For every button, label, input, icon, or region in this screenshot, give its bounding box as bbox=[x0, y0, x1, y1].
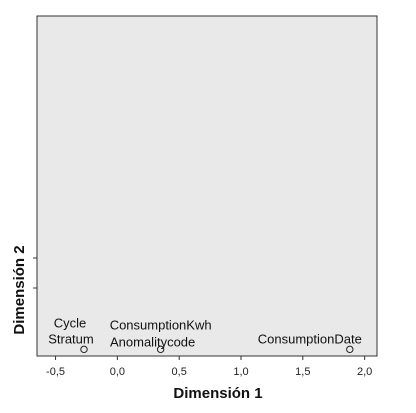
x-axis-ticks: -0,5 0,0 0,5 1,0 1,5 2,0 bbox=[46, 356, 372, 378]
x-tick-label: 0,0 bbox=[110, 366, 125, 378]
y-axis-title: Dimensión 2 bbox=[11, 245, 28, 334]
data-point bbox=[156, 345, 165, 354]
plot-area bbox=[36, 15, 378, 357]
x-tick-label: 1,0 bbox=[233, 366, 248, 378]
point-label: Stratum bbox=[48, 331, 94, 346]
point-label: ConsumptionKwh bbox=[110, 317, 212, 332]
x-tick-label: 2,0 bbox=[357, 366, 372, 378]
point-label: ConsumptionDate bbox=[258, 331, 362, 346]
data-points bbox=[80, 345, 354, 354]
point-label: Anomalitycode bbox=[110, 334, 195, 349]
data-point bbox=[346, 345, 354, 354]
x-tick-label: 0,5 bbox=[172, 366, 187, 378]
x-tick-label: -0,5 bbox=[46, 366, 65, 378]
x-tick-label: 1,5 bbox=[295, 366, 310, 378]
point-label: Cycle bbox=[54, 315, 87, 330]
data-point bbox=[80, 345, 88, 354]
x-axis-title: Dimensión 1 bbox=[173, 385, 262, 402]
